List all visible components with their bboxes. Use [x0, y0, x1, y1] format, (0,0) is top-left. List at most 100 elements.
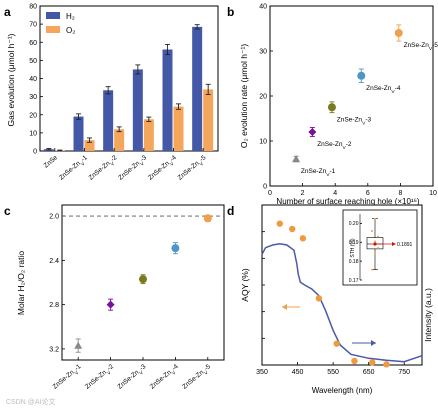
inset-ytick-label: 0.17	[349, 278, 359, 284]
b-point-label: ZnSe-ZnV-3	[337, 116, 372, 126]
c-xtick-label: ZnSe-ZnV-5	[181, 363, 214, 393]
b-ytick-label: 20	[259, 94, 267, 101]
a-xtick-label: ZnSe-ZnV-4	[147, 154, 180, 184]
c-ytick-label: 2.0	[49, 214, 59, 221]
inset-point	[377, 246, 379, 249]
legend-label-h2: H₂	[66, 12, 75, 21]
legend-label-o2: O₂	[66, 26, 75, 35]
b-xtick-label: 2	[301, 190, 305, 197]
c-xtick-label: ZnSe-ZnV-2	[84, 363, 117, 393]
b-xtick-label: 4	[333, 190, 337, 197]
inset-point	[371, 268, 373, 271]
inset-point	[371, 243, 373, 246]
b-ytick-label: 40	[259, 4, 267, 11]
a-xtick-label: ZnSe	[43, 154, 60, 170]
aqy-point	[369, 359, 376, 366]
a-ytick-label: 0	[33, 149, 37, 156]
panel-b-ylabel: O₂ evolution rate (μmol h⁻¹)	[239, 44, 249, 148]
c-xtick-label: ZnSe-ZnV-4	[149, 363, 182, 393]
bar-o2	[203, 89, 214, 151]
bar-h2	[132, 69, 143, 151]
panel-a-yticks: 0 10 20 30 40 50 60 70 80	[29, 4, 43, 156]
a-ytick-label: 30	[29, 94, 37, 101]
aqy-arrowhead	[282, 304, 287, 310]
a-ytick-label: 10	[29, 130, 37, 137]
panel-b: O₂ evolution rate (μmol h⁻¹) Number of s…	[239, 4, 438, 207]
aqy-point	[383, 361, 390, 368]
aqy-points	[276, 220, 390, 368]
inset-ytick-label: 0.19	[349, 240, 359, 246]
c-ytick-label: 2.8	[49, 302, 59, 309]
bar-h2	[162, 49, 173, 151]
b-ytick-label: 10	[259, 139, 267, 146]
b-xtick-label: 0	[268, 190, 272, 197]
panel-c-ylabel: Molar H₂/O₂ ratio	[16, 251, 26, 315]
c-point	[139, 275, 147, 284]
b-point-label: ZnSe-ZnV-1	[301, 168, 336, 178]
inset-boxplot	[366, 217, 396, 271]
d-xtick-label: 650	[363, 369, 375, 376]
a-ytick-label: 80	[29, 4, 37, 11]
c-ytick-label: 3.2	[49, 346, 59, 353]
inset-point	[374, 252, 376, 255]
c-point	[106, 300, 115, 309]
panel-c-ticks: 2.0 2.4 2.8 3.2	[49, 214, 224, 353]
panel-d-xlabel: Wavelength (nm)	[312, 386, 373, 395]
b-xtick-label: 6	[366, 190, 370, 197]
aqy-point	[333, 340, 340, 347]
panel-label-b: b	[227, 5, 234, 19]
inset-point	[371, 229, 373, 232]
panel-d: AQY (%) Intensity (a.u.) Wavelength (nm)…	[240, 204, 433, 395]
aqy-point	[351, 357, 358, 365]
c-point	[203, 214, 212, 223]
panel-c-xticklabels: ZnSe-ZnV-1ZnSe-ZnV-2ZnSe-ZnV-3ZnSe-ZnV-4…	[52, 357, 214, 393]
panel-label-a: a	[4, 5, 11, 19]
a-ytick-label: 60	[29, 40, 37, 47]
panel-d-ylabel-right: Intensity (a.u.)	[423, 288, 433, 342]
inset-ticks: 0.17 0.18 0.19 0.20	[349, 214, 362, 284]
inset-point	[377, 235, 379, 238]
legend-swatch-o2	[46, 26, 60, 33]
b-point-label: ZnSe-ZnV-2	[317, 141, 352, 151]
aqy-point	[299, 235, 307, 242]
inset-point	[374, 240, 376, 243]
a-xtick-label: ZnSe-ZnV-2	[88, 154, 121, 184]
legend-swatch-h2	[46, 12, 60, 19]
c-point	[171, 244, 180, 253]
watermark: CSDN @AI论文	[6, 397, 56, 406]
panel-b-ticks: 0 10 20 30 40 0 2 4 6 8 10	[259, 4, 437, 198]
b-ytick-label: 0	[263, 184, 267, 191]
absorption-curve	[261, 242, 423, 363]
bar-h2	[103, 90, 114, 151]
b-point-label: ZnSe-ZnV-5	[404, 42, 438, 52]
panel-a-xticklabels: ZnSeZnSe-ZnV-1ZnSe-ZnV-2ZnSe-ZnV-3ZnSe-Z…	[43, 148, 210, 184]
b-point	[394, 29, 403, 37]
panel-label-d: d	[227, 204, 234, 218]
a-ytick-label: 70	[29, 22, 37, 29]
bar-o2	[114, 129, 125, 151]
aqy-point	[276, 220, 283, 227]
aqy-point	[315, 295, 323, 302]
b-point-label: ZnSe-ZnV-4	[366, 85, 401, 95]
c-point	[74, 341, 83, 349]
panel-a-ylabel: Gas evolution (μmol h⁻¹)	[6, 33, 16, 126]
intensity-arrowhead	[371, 340, 376, 346]
bar-h2	[192, 26, 203, 151]
panel-label-c: c	[4, 204, 11, 218]
panel-d-ticks: 350 450 550 650 750	[256, 204, 410, 376]
c-xtick-label: ZnSe-ZnV-3	[116, 363, 149, 393]
inset-ytick-label: 0.20	[349, 221, 359, 227]
d-xtick-label: 450	[292, 369, 304, 376]
c-ytick-label: 2.4	[49, 258, 59, 265]
inset-mean-arrowhead	[392, 241, 396, 246]
axis-arrows	[282, 304, 376, 346]
b-point	[292, 155, 301, 163]
inset-ylabel: STH (%)	[350, 238, 356, 258]
d-xtick-label: 550	[327, 369, 339, 376]
a-xtick-label: ZnSe-ZnV-5	[177, 154, 210, 184]
panel-d-ylabel-left: AQY (%)	[240, 268, 250, 302]
inset-point	[374, 217, 376, 220]
bar-h2	[73, 116, 84, 151]
aqy-point	[289, 225, 296, 233]
panel-a: Gas evolution (μmol h⁻¹) 0 10 20 30 40 50 60 70…	[6, 4, 219, 184]
